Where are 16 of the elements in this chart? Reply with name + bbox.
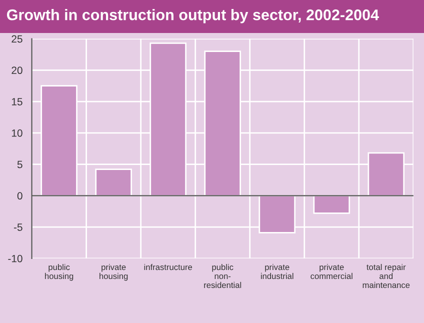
y-tick-label: 5 (17, 160, 22, 168)
y-tick-label: -10 (8, 254, 22, 262)
x-tick-label: public housing (45, 264, 74, 281)
y-tick-label: 25 (12, 35, 22, 43)
y-tick-label: 15 (12, 98, 22, 106)
x-tick-label: infrastructure (144, 264, 192, 270)
x-tick-label: private commercial (310, 264, 352, 280)
y-tick-label: -5 (14, 224, 22, 231)
x-tick-label: total repair and maintenance (362, 264, 410, 288)
x-tick-label: private housing (100, 264, 128, 281)
x-tick-label: private industrial (261, 264, 294, 280)
y-tick-label: 20 (12, 66, 22, 74)
y-tick-label: 10 (12, 129, 22, 137)
x-tick-label: public non- residential (204, 264, 242, 288)
chart-title: Growth in construction output by sector, 2002-2004 (6, 9, 379, 24)
y-tick-label: 0 (17, 192, 22, 200)
